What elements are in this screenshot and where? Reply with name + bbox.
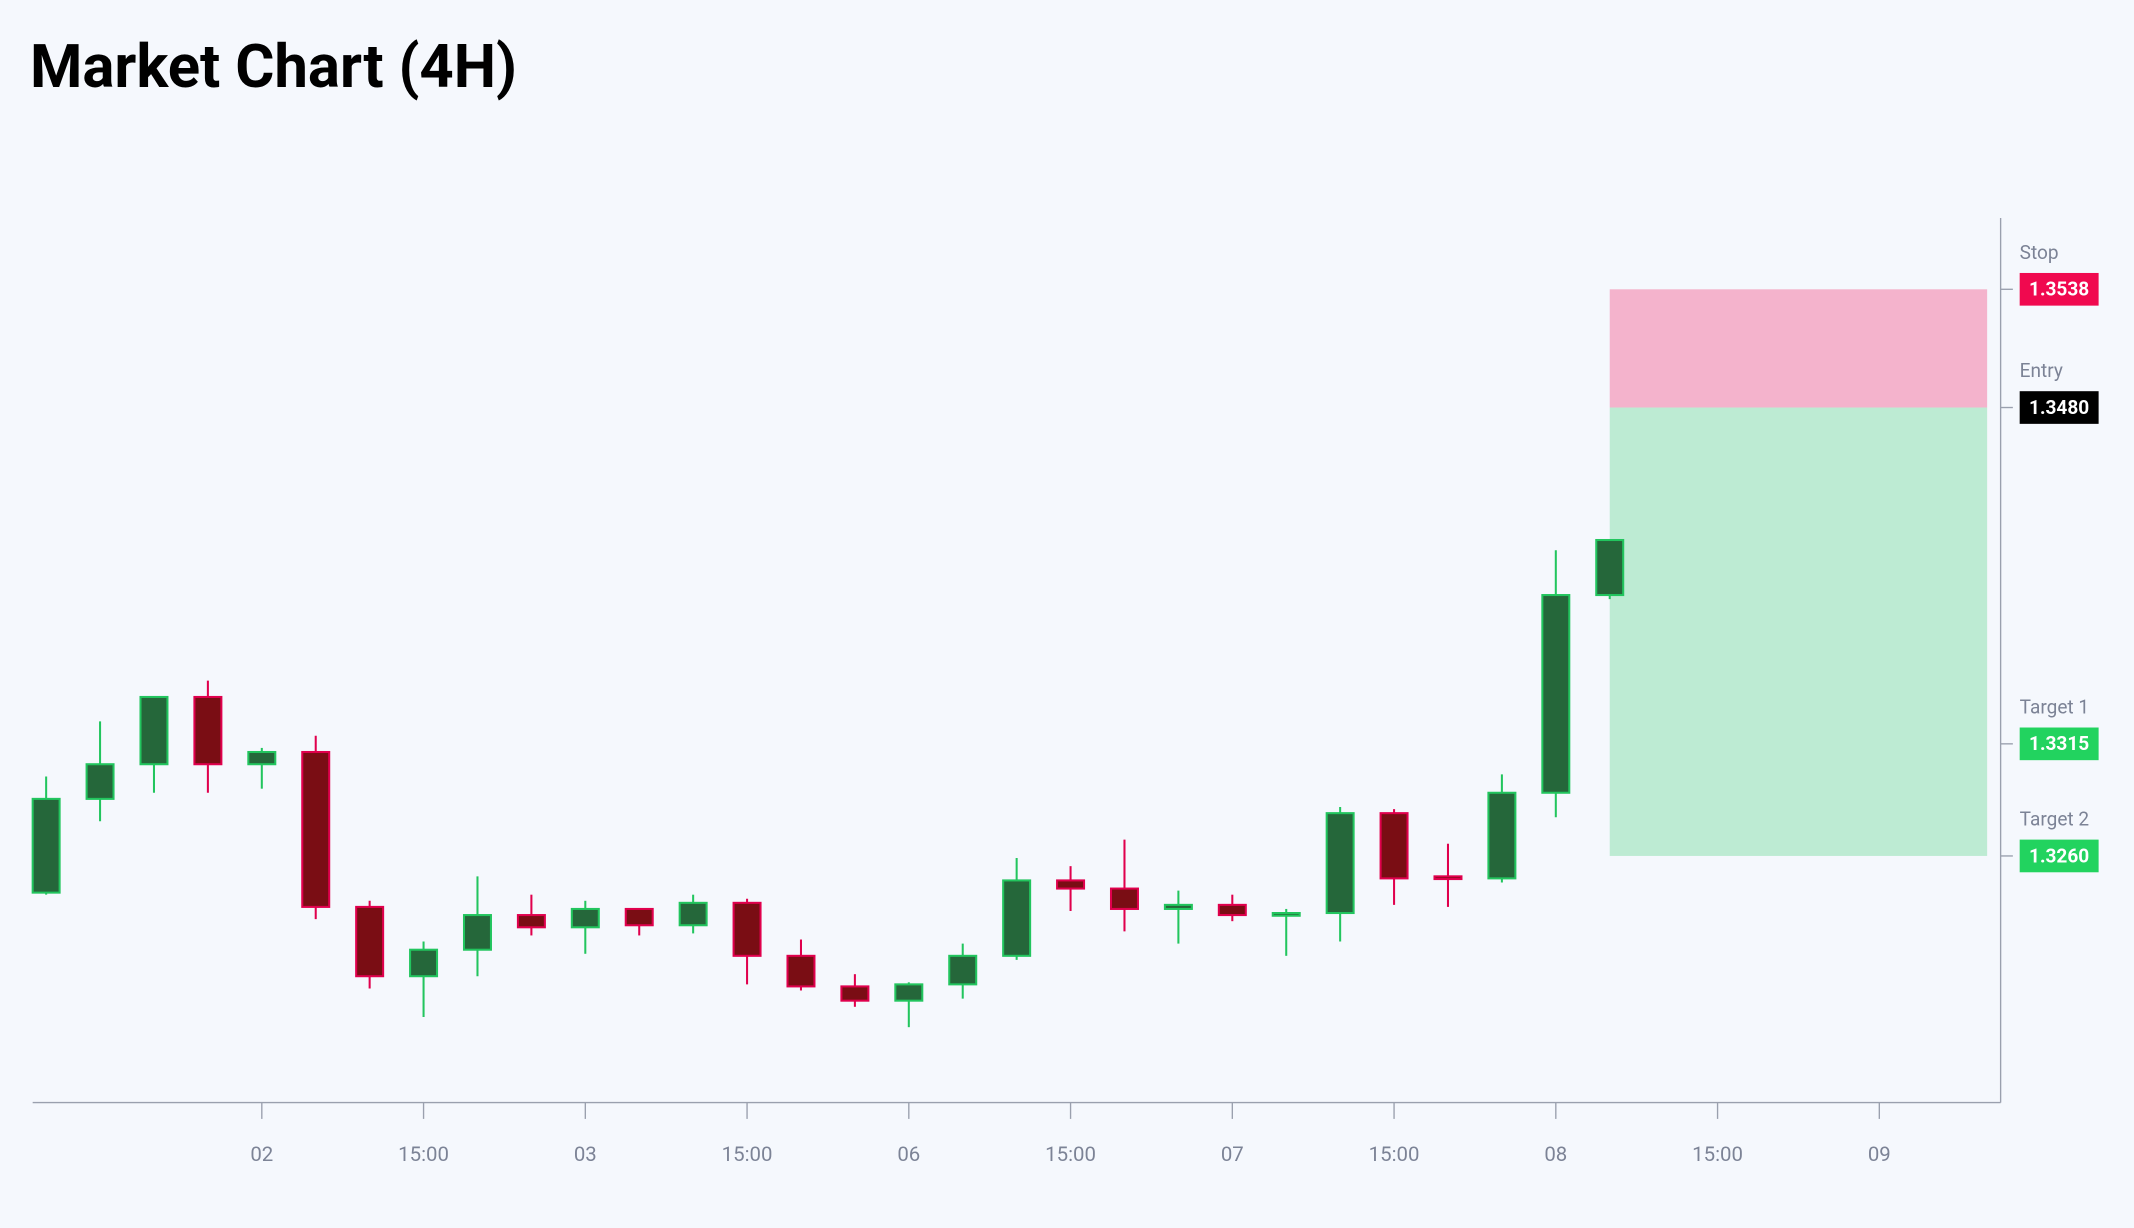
- x-tick-label: 03: [574, 1142, 597, 1166]
- candle-body: [1541, 594, 1571, 794]
- candle-body: [948, 954, 978, 986]
- x-tick-label: 09: [1868, 1142, 1891, 1166]
- x-tick-label: 15:00: [1045, 1142, 1096, 1166]
- candle-body: [85, 763, 115, 800]
- candle-body: [1163, 903, 1193, 910]
- candle-body: [516, 914, 546, 929]
- level-value: 1.3538: [2029, 278, 2089, 301]
- candle-body: [894, 983, 924, 1002]
- candle-body: [193, 695, 223, 766]
- candle-body: [1002, 879, 1032, 957]
- candle-body: [1217, 903, 1247, 917]
- candle-body: [840, 985, 870, 1002]
- x-tick-label: 08: [1544, 1142, 1567, 1166]
- candle-body: [624, 907, 654, 927]
- x-tick-label: 15:00: [722, 1142, 773, 1166]
- level-value: 1.3315: [2029, 732, 2089, 755]
- candle-body: [409, 948, 439, 978]
- x-tick-label: 15:00: [1369, 1142, 1420, 1166]
- x-tick-label: 15:00: [398, 1142, 449, 1166]
- candle-body: [1056, 879, 1086, 890]
- candle-body: [31, 797, 61, 894]
- candle-body: [1271, 912, 1301, 917]
- level-name: Entry: [2020, 359, 2063, 382]
- level-badge: [2019, 272, 2099, 306]
- candle-body: [1379, 812, 1409, 880]
- risk-zone: [1609, 289, 1988, 408]
- level-badge: [2019, 839, 2099, 873]
- candle-body: [355, 905, 385, 978]
- candle-body: [301, 750, 331, 908]
- level-badge: [2019, 391, 2099, 424]
- candle-body: [462, 914, 492, 951]
- candle-body: [247, 750, 277, 766]
- level-name: Target 1: [2020, 695, 2089, 718]
- x-tick-label: 02: [250, 1142, 273, 1166]
- candle-body: [786, 954, 816, 988]
- chart-title: Market Chart (4H): [30, 31, 517, 102]
- candle-body: [1325, 812, 1355, 915]
- level-value: 1.3480: [2029, 396, 2089, 419]
- candle-body: [1487, 791, 1517, 880]
- level-name: Stop: [2020, 241, 2059, 264]
- candle-body: [139, 695, 169, 766]
- candle-body: [678, 901, 708, 927]
- candle-body: [1433, 875, 1463, 881]
- level-name: Target 2: [2020, 808, 2089, 831]
- reward-zone: [1609, 407, 1988, 856]
- level-value: 1.3260: [2029, 844, 2089, 867]
- level-badge: [2019, 727, 2099, 761]
- candle-body: [1109, 887, 1139, 910]
- candle-body: [732, 901, 762, 957]
- candle-body: [570, 907, 600, 929]
- x-tick-label: 07: [1221, 1142, 1244, 1166]
- x-tick-label: 06: [897, 1142, 920, 1166]
- x-tick-label: 15:00: [1692, 1142, 1743, 1166]
- candle-body: [1595, 538, 1625, 597]
